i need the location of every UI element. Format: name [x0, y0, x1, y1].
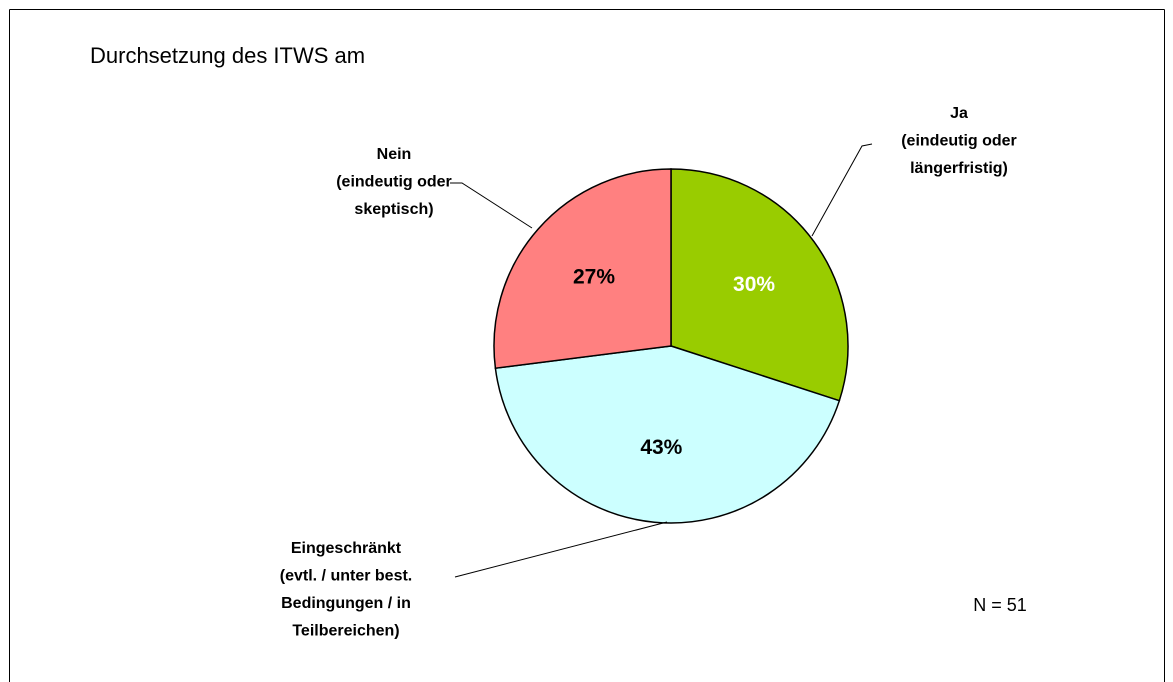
- category-label-line: (evtl. / unter best.: [280, 568, 412, 585]
- category-label-line: Bedingungen / in: [281, 595, 411, 612]
- leader-line: [450, 182, 533, 229]
- category-label-line: längerfristig): [910, 160, 1008, 177]
- value-label: 27%: [573, 266, 615, 289]
- pie-slice: [494, 345, 841, 524]
- category-label-line: (eindeutig oder: [901, 133, 1017, 150]
- pie-slice: [670, 168, 849, 402]
- category-label-line: Eingeschränkt: [291, 540, 402, 557]
- category-label-line: (eindeutig oder: [336, 174, 452, 191]
- category-label-line: Ja: [950, 105, 968, 122]
- category-label: Ja (eindeutig oder längerfristig): [901, 105, 1017, 177]
- category-label-line: Teilbereichen): [292, 623, 399, 640]
- leader-line: [811, 143, 873, 237]
- value-label: 30%: [733, 273, 775, 296]
- chart-title: Durchsetzung des ITWS am: [90, 43, 365, 68]
- value-label: 43%: [640, 436, 682, 459]
- category-label-line: skeptisch): [354, 201, 433, 218]
- leader-line: [454, 521, 668, 578]
- category-label: Nein (eindeutig oder skeptisch): [336, 146, 452, 218]
- annotation: N = 51: [973, 595, 1027, 615]
- category-label-line: Nein: [377, 146, 412, 163]
- category-label: Eingeschränkt (evtl. / unter best. Bedingu…: [280, 540, 412, 640]
- pie-slice: [493, 168, 672, 370]
